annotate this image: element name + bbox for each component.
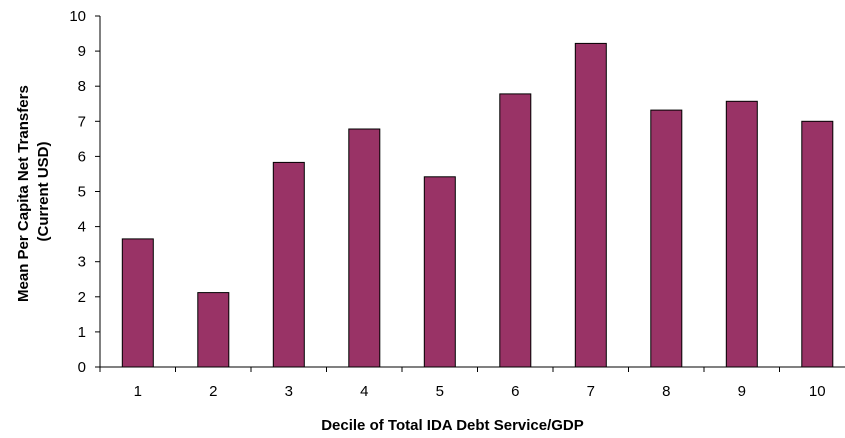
bar-1 [121, 238, 154, 368]
y-tick-label: 4 [78, 219, 86, 236]
x-tick-labels: 1 2 3 4 5 6 7 8 9 10 [134, 383, 826, 400]
bars-group [121, 42, 834, 368]
bar-6 [499, 93, 532, 368]
y-tick-label: 5 [78, 184, 86, 201]
x-tick-label: 2 [209, 383, 217, 400]
y-axis-title-line-1: Mean Per Capita Net Transfers [15, 85, 32, 302]
bar-9 [725, 100, 758, 368]
y-tick-label: 1 [78, 324, 86, 341]
x-tick-label: 10 [809, 383, 826, 400]
y-tick-label: 10 [69, 8, 86, 25]
bar-5 [423, 176, 456, 368]
x-tick-label: 7 [587, 383, 595, 400]
bar-10 [801, 120, 834, 368]
bar-2 [197, 292, 230, 368]
y-tick-labels: 0 1 2 3 4 5 6 7 8 9 10 [69, 8, 86, 376]
x-tick-label: 3 [285, 383, 293, 400]
x-tick-label: 6 [511, 383, 519, 400]
x-axis-title: Decile of Total IDA Debt Service/GDP [321, 417, 584, 434]
y-tick-label: 0 [78, 359, 86, 376]
y-tick-label: 3 [78, 254, 86, 271]
y-tick-label: 9 [78, 43, 86, 60]
y-tick-label: 7 [78, 113, 86, 130]
y-tick-label: 8 [78, 78, 86, 95]
y-tick-label: 6 [78, 148, 86, 165]
x-tick-label: 8 [662, 383, 670, 400]
x-tick-label: 1 [134, 383, 142, 400]
y-axis-title: Mean Per Capita Net Transfers (Current U… [15, 81, 52, 302]
bar-4 [348, 128, 381, 368]
bar-8 [650, 109, 683, 368]
x-tick-label: 4 [360, 383, 368, 400]
y-axis-title-line-2: (Current USD) [35, 141, 52, 241]
bar-7 [574, 42, 607, 368]
axes-group [95, 15, 845, 372]
x-tick-label: 5 [436, 383, 444, 400]
x-tick-label: 9 [738, 383, 746, 400]
y-tick-label: 2 [78, 289, 86, 306]
bar-3 [272, 161, 305, 368]
